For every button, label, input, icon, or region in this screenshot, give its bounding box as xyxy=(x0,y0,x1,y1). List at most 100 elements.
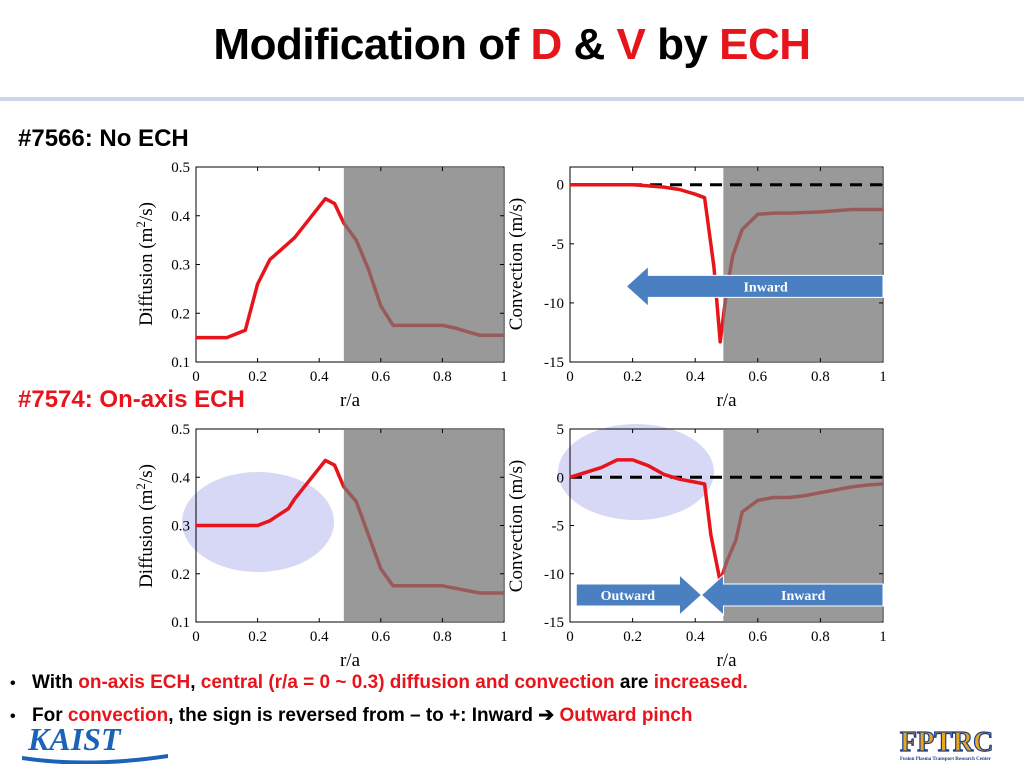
bullet-2-text: For convection, the sign is reversed fro… xyxy=(32,700,692,732)
section-label-on-axis-ech: #7574: On-axis ECH xyxy=(18,386,245,413)
plot-1: 0 0.2 0.4 0.6 0.8 1 0.1 0.2 0.3 0.4 0.5 r/a Diffusio… xyxy=(133,160,508,411)
arrow-label: Outward xyxy=(601,589,656,604)
x-axis-label: r/a xyxy=(340,390,361,411)
section-label-no-ech: #7566: No ECH xyxy=(18,125,189,152)
x-tick-label: 0.2 xyxy=(248,629,267,645)
title-part-by: by xyxy=(645,20,720,69)
x-tick-label: 0.2 xyxy=(248,369,267,385)
fptrc-logo-bg xyxy=(898,726,1016,752)
x-axis-label: r/a xyxy=(716,390,737,411)
title-divider xyxy=(0,97,1024,101)
profile-line-shaded xyxy=(723,207,883,331)
profile-line xyxy=(196,458,344,528)
kaist-logo: KAIST xyxy=(22,721,168,764)
x-tick-label: 0.6 xyxy=(748,369,767,385)
inward-arrow xyxy=(625,265,884,308)
shaded-region xyxy=(343,430,503,621)
highlight-ellipse xyxy=(558,424,714,520)
bullet-1-c: , xyxy=(190,672,201,693)
y-tick-label: 0.1 xyxy=(171,355,190,371)
bullet-1-b: on-axis ECH xyxy=(78,672,191,693)
profile-line-shaded xyxy=(723,482,884,578)
profile-line xyxy=(569,458,724,584)
x-tick-label: 0 xyxy=(566,629,574,645)
title-part-ech: ECH xyxy=(719,20,811,69)
x-tick-label: 0 xyxy=(192,629,200,645)
x-tick-label: 0.4 xyxy=(310,369,329,385)
shaded-region xyxy=(343,168,503,361)
y-tick-label: 5 xyxy=(557,422,565,438)
x-tick-label: 0.2 xyxy=(623,369,642,385)
y-tick-label: -10 xyxy=(544,296,564,312)
y-axis-label: Convection (m/s) xyxy=(506,460,527,592)
x-tick-label: 0.8 xyxy=(811,629,830,645)
bullet-1-f: increased. xyxy=(653,672,748,693)
y-tick-label: 0.4 xyxy=(171,470,190,486)
x-tick-label: 0.8 xyxy=(433,629,452,645)
kaist-logo-text: KAIST xyxy=(27,721,122,757)
bullet-dot: • xyxy=(10,675,16,692)
y-tick-label: 0.3 xyxy=(171,258,190,274)
fptrc-logo-subtext: Fusion Plasma Transport Research Center xyxy=(900,757,992,762)
inward-arrow xyxy=(700,573,884,617)
x-tick-label: 0.4 xyxy=(310,629,329,645)
y-tick-label: 0 xyxy=(557,470,565,486)
bullet-2-d: Outward pinch xyxy=(559,705,693,726)
outward-arrow xyxy=(575,573,703,617)
x-tick-label: 0.6 xyxy=(371,369,390,385)
plot-4: 0 0.2 0.4 0.6 0.8 1 5 0 -5 -10 -15 r/a Convection (m… xyxy=(506,422,887,670)
title-part-v: V xyxy=(616,20,646,69)
x-tick-label: 0.8 xyxy=(811,369,830,385)
x-tick-label: 1 xyxy=(500,369,508,385)
bullet-list: • With on-axis ECH, central (r/a = 0 ~ 0… xyxy=(10,667,1010,733)
y-axis-label: Diffusion (m2/s) xyxy=(133,464,157,588)
x-tick-label: 0.2 xyxy=(623,629,642,645)
y-axis-label: Convection (m/s) xyxy=(506,198,527,330)
y-tick-label: 0.2 xyxy=(171,306,190,322)
fptrc-logo-text: FPTRC xyxy=(900,727,993,758)
arrow-label: Inward xyxy=(743,280,788,295)
bullet-1-d: central (r/a = 0 ~ 0.3) diffusion and co… xyxy=(200,672,615,693)
title-part-d: D xyxy=(530,20,562,69)
bullet-dot: • xyxy=(10,708,16,725)
bullet-1-e: are xyxy=(614,672,654,693)
bullet-item: • For convection, the sign is reversed f… xyxy=(10,700,1010,733)
y-tick-label: -15 xyxy=(544,615,564,631)
y-tick-label: -10 xyxy=(544,567,564,583)
x-tick-label: 0.8 xyxy=(433,369,452,385)
y-tick-label: 0.4 xyxy=(171,209,190,225)
plot-3: 0 0.2 0.4 0.6 0.8 1 0.1 0.2 0.3 0.4 0.5 r/a Diffusio… xyxy=(133,422,508,670)
x-tick-label: 0 xyxy=(192,369,200,385)
y-tick-label: 0.5 xyxy=(171,160,190,176)
y-tick-label: 0 xyxy=(557,178,565,194)
bullet-2-c: , the sign is reversed from – to +: Inwa… xyxy=(168,705,539,726)
profile-line xyxy=(196,196,344,340)
x-tick-label: 1 xyxy=(500,629,508,645)
y-tick-label: -5 xyxy=(552,237,565,253)
x-tick-label: 0 xyxy=(566,369,574,385)
x-tick-label: 0.6 xyxy=(371,629,390,645)
title-part-a: Modification of xyxy=(213,20,531,69)
x-tick-label: 0.4 xyxy=(686,369,705,385)
profile-line-shaded xyxy=(343,482,504,595)
kaist-logo-swoosh xyxy=(22,754,168,764)
x-tick-label: 0.4 xyxy=(686,629,705,645)
y-axis-label: Diffusion (m2/s) xyxy=(133,202,157,326)
profile-line-shaded xyxy=(343,219,504,337)
x-tick-label: 0.6 xyxy=(748,629,767,645)
profile-line xyxy=(570,182,724,344)
page-title: Modification of D & V by ECH xyxy=(0,20,1024,70)
chart-area: 0 0.2 0.4 0.6 0.8 1 0.1 0.2 0.3 0.4 0.5 r/a Diffusio… xyxy=(133,160,887,670)
y-tick-label: -15 xyxy=(544,355,564,371)
plot-2: 0 0.2 0.4 0.6 0.8 1 0 -5 -10 -15 r/a Convection (m/… xyxy=(506,166,887,411)
x-tick-label: 1 xyxy=(879,629,887,645)
title-part-amp: & xyxy=(561,20,617,69)
y-tick-label: 0.1 xyxy=(171,615,190,631)
y-tick-label: 0.5 xyxy=(171,422,190,438)
bullet-2-b: convection xyxy=(67,705,169,726)
y-tick-label: 0.3 xyxy=(171,519,190,535)
y-tick-label: 0.2 xyxy=(171,567,190,583)
x-tick-label: 1 xyxy=(879,369,887,385)
bullet-item: • With on-axis ECH, central (r/a = 0 ~ 0… xyxy=(10,667,1010,700)
y-tick-label: -5 xyxy=(552,519,565,535)
